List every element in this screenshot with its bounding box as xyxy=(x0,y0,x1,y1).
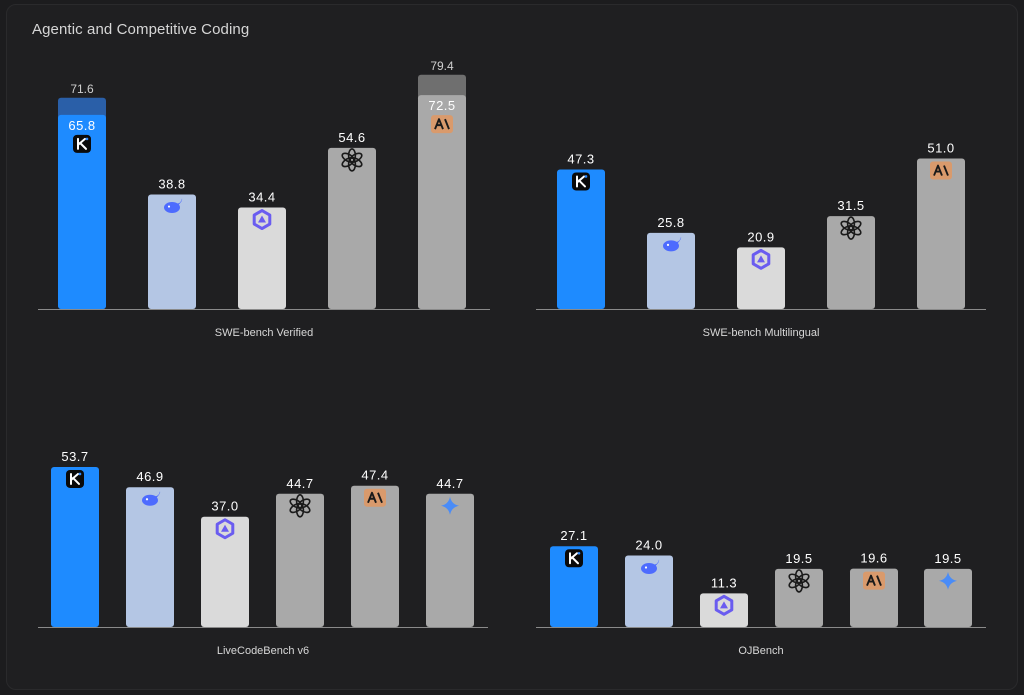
bar-qwen xyxy=(201,516,249,627)
data-label: 65.8 xyxy=(68,118,95,133)
gemini-sparkle-icon xyxy=(441,496,459,515)
data-label: 46.9 xyxy=(136,469,163,484)
data-label: 11.3 xyxy=(711,575,737,590)
bar-claude xyxy=(850,568,898,627)
bar-deepseek xyxy=(126,487,174,627)
data-label: 44.7 xyxy=(436,476,463,491)
kimi-icon xyxy=(66,469,84,488)
gemini-sparkle-icon xyxy=(939,571,957,590)
openai-icon xyxy=(840,216,862,240)
data-label-extra: 71.6 xyxy=(70,82,94,96)
deepseek-whale-icon xyxy=(164,198,183,214)
bar-kimi xyxy=(58,114,106,309)
openai-icon xyxy=(289,493,311,518)
bar-deepseek xyxy=(625,555,673,627)
chart-panel-4: OJBench 27.1 24.0 11.3 19.5 19.6 19.5 xyxy=(536,528,986,657)
bar-kimi xyxy=(550,546,598,627)
chart-panel-2: SWE-bench Multilingual 47.3 25.8 20.9 31.5 51… xyxy=(536,141,986,339)
bar-openai xyxy=(276,493,324,627)
data-label: 44.7 xyxy=(286,476,313,491)
data-label: 20.9 xyxy=(747,229,774,244)
data-label: 38.8 xyxy=(158,177,185,192)
qwen-icon xyxy=(751,248,771,270)
bar-qwen xyxy=(737,247,785,309)
data-label: 47.4 xyxy=(361,468,388,483)
x-axis-label: OJBench xyxy=(738,645,783,657)
bar-claude xyxy=(418,95,466,309)
deepseek-whale-icon xyxy=(663,236,682,252)
bar-qwen xyxy=(700,593,748,627)
x-axis-label: SWE-bench Verified xyxy=(215,327,313,339)
bar-kimi xyxy=(51,466,99,627)
bar-openai xyxy=(775,568,823,627)
qwen-icon xyxy=(215,518,235,540)
kimi-icon xyxy=(572,172,590,191)
data-label: 19.6 xyxy=(860,551,887,566)
bar-qwen xyxy=(238,207,286,309)
anthropic-icon xyxy=(863,571,885,590)
openai-icon xyxy=(341,148,363,172)
bar-kimi xyxy=(557,169,605,309)
x-axis-label: SWE-bench Multilingual xyxy=(703,327,820,339)
bar-openai xyxy=(328,147,376,309)
anthropic-icon xyxy=(364,488,386,507)
deepseek-whale-icon xyxy=(142,491,161,506)
chart-frame xyxy=(6,4,1018,690)
data-label: 19.5 xyxy=(785,551,812,566)
data-label: 25.8 xyxy=(657,215,684,230)
qwen-icon xyxy=(252,209,272,231)
bar-deepseek xyxy=(647,232,695,309)
bar-openai xyxy=(827,216,875,309)
data-label: 53.7 xyxy=(61,449,88,464)
anthropic-icon xyxy=(930,161,952,180)
bar-gemini xyxy=(924,568,972,627)
data-label: 72.5 xyxy=(428,98,455,113)
chart-panel-1: SWE-bench Verified 71.6 65.8 38.8 34.4 54.6 79… xyxy=(38,59,490,339)
bar-deepseek xyxy=(148,194,196,309)
kimi-icon xyxy=(565,549,583,568)
bar-gemini xyxy=(426,493,474,627)
data-label: 34.4 xyxy=(248,190,275,205)
qwen-icon xyxy=(714,594,734,616)
data-label-extra: 79.4 xyxy=(430,59,454,73)
data-label: 37.0 xyxy=(211,499,238,514)
data-label: 47.3 xyxy=(567,151,594,166)
data-label: 51.0 xyxy=(927,141,954,156)
bar-claude xyxy=(917,158,965,309)
anthropic-icon xyxy=(431,115,453,134)
openai-icon xyxy=(788,569,810,593)
data-label: 31.5 xyxy=(837,198,864,213)
page-title: Agentic and Competitive Coding xyxy=(32,21,250,38)
data-label: 27.1 xyxy=(560,528,587,543)
chart-panel-3: LiveCodeBench v6 53.7 46.9 37.0 44.7 47.4 44.7 xyxy=(38,449,488,657)
data-label: 19.5 xyxy=(934,551,961,566)
x-axis-label: LiveCodeBench v6 xyxy=(217,645,309,657)
data-label: 24.0 xyxy=(635,537,662,552)
bar-claude xyxy=(351,485,399,627)
kimi-icon xyxy=(73,134,91,153)
deepseek-whale-icon xyxy=(641,559,660,574)
data-label: 54.6 xyxy=(338,130,365,145)
